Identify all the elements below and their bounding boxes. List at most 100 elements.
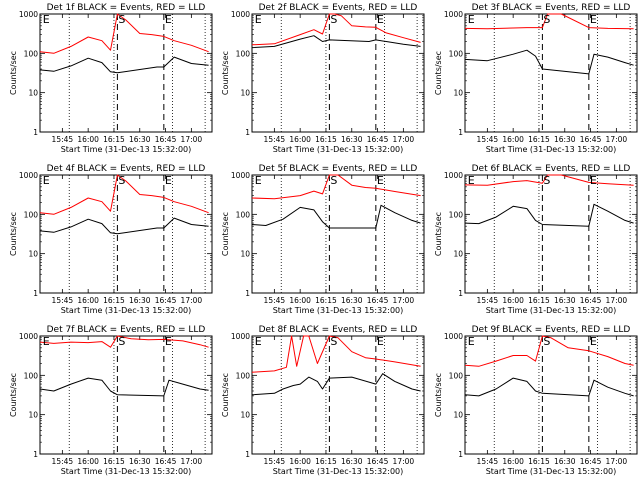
x-tick-label: 15:45 [264,135,286,144]
y-tick-label: 10 [240,411,250,420]
event-flag-label: E [165,174,172,187]
x-tick-label: 15:45 [264,457,286,466]
x-tick-label: 16:30 [129,135,151,144]
y-tick-label: 1 [33,289,38,298]
events-series-line [464,49,634,75]
x-axis-label: Start Time (31-Dec-13 15:32:00) [486,306,617,315]
x-tick-label: 15:45 [477,296,499,305]
event-flag-label: S [543,335,550,348]
event-flag-label: S [330,174,337,187]
x-tick-label: 16:30 [341,457,363,466]
x-axis-label: Start Time (31-Dec-13 15:32:00) [61,467,192,476]
plot-frame [39,335,213,455]
events-series-line [464,203,634,227]
event-flag-label: E [255,174,262,187]
event-flag-label: S [330,13,337,26]
x-axis-label: Start Time (31-Dec-13 15:32:00) [486,145,617,154]
x-tick-label: 16:45 [580,457,602,466]
y-tick-label: 1000 [19,332,38,341]
events-series-line [464,377,634,397]
lld-series-line [251,174,421,200]
x-tick-label: 16:15 [103,296,125,305]
x-tick-label: 16:00 [289,457,311,466]
x-tick-label: 16:45 [367,135,389,144]
y-tick-label: 10 [28,250,38,259]
plot-frame [251,335,425,455]
x-tick-label: 17:00 [606,457,628,466]
y-tick-label: 100 [236,210,251,219]
x-tick-label: 16:45 [367,457,389,466]
y-tick-label: 1 [458,289,463,298]
x-tick-label: 16:15 [528,296,550,305]
y-tick-label: 10 [28,89,38,98]
plot-frame [251,174,425,294]
y-tick-label: 100 [449,210,464,219]
x-axis-label: Start Time (31-Dec-13 15:32:00) [273,145,404,154]
events-series-line [251,373,421,396]
x-tick-label: 17:00 [606,135,628,144]
x-tick-label: 16:30 [554,296,576,305]
x-tick-label: 16:00 [289,296,311,305]
y-tick-label: 10 [240,250,250,259]
event-flag-label: S [543,174,550,187]
lld-series-line [464,174,634,186]
event-flag-label: E [468,13,475,26]
event-flag-label: S [330,335,337,348]
panel-title: Det 9f BLACK = Events, RED = LLD [472,325,631,335]
plot-frame [39,13,213,133]
panel-title: Det 5f BLACK = Events, RED = LLD [259,164,418,174]
y-tick-label: 10 [453,411,463,420]
x-tick-label: 15:45 [264,296,286,305]
x-tick-label: 16:30 [129,457,151,466]
x-tick-label: 16:45 [580,135,602,144]
event-flag-label: E [590,335,597,348]
panel-title: Det 2f BLACK = Events, RED = LLD [259,3,418,13]
event-flag-label: S [118,335,125,348]
y-axis-label: Counts/sec [9,51,18,95]
event-flag-label: E [255,13,262,26]
lld-series-line [39,13,209,54]
detector-panel-1: Det 1f BLACK = Events, RED = LLD 1 10 100 10… [9,3,213,154]
x-tick-label: 16:45 [580,296,602,305]
event-flag-label: E [377,13,384,26]
x-tick-label: 16:30 [341,296,363,305]
events-series-line [39,56,209,74]
event-flag-label: E [255,335,262,348]
y-tick-label: 100 [449,371,464,380]
plot-frame [251,13,425,133]
event-flag-label: E [377,335,384,348]
y-tick-label: 10 [453,89,463,98]
y-axis-label: Counts/sec [9,212,18,256]
y-axis-label: Counts/sec [9,373,18,417]
x-axis-label: Start Time (31-Dec-13 15:32:00) [273,306,404,315]
x-axis-label: Start Time (31-Dec-13 15:32:00) [61,145,192,154]
panel-title: Det 1f BLACK = Events, RED = LLD [47,3,206,13]
x-tick-label: 16:15 [315,457,337,466]
x-tick-label: 16:15 [103,457,125,466]
x-tick-label: 16:30 [554,135,576,144]
y-tick-label: 100 [24,210,39,219]
x-tick-label: 16:15 [103,135,125,144]
event-flag-label: E [43,13,50,26]
y-tick-label: 1 [245,450,250,459]
detector-panel-8: Det 8f BLACK = Events, RED = LLD 1 10 100 10… [221,325,425,476]
event-flag-label: E [165,335,172,348]
x-tick-label: 16:00 [502,296,524,305]
y-tick-label: 100 [24,49,39,58]
x-tick-label: 15:45 [477,135,499,144]
x-tick-label: 16:45 [155,457,177,466]
x-tick-label: 17:00 [181,457,203,466]
event-flag-label: E [590,13,597,26]
x-tick-label: 15:45 [52,457,74,466]
y-tick-label: 1000 [444,332,463,341]
x-tick-label: 17:00 [393,296,415,305]
detector-panel-7: Det 7f BLACK = Events, RED = LLD 1 10 100 10… [9,325,213,476]
x-tick-label: 16:30 [554,457,576,466]
event-flag-label: E [377,174,384,187]
x-tick-label: 17:00 [393,457,415,466]
x-tick-label: 17:00 [181,135,203,144]
event-flag-label: S [118,174,125,187]
y-tick-label: 10 [28,411,38,420]
event-flag-label: E [43,335,50,348]
plot-frame [39,174,213,294]
